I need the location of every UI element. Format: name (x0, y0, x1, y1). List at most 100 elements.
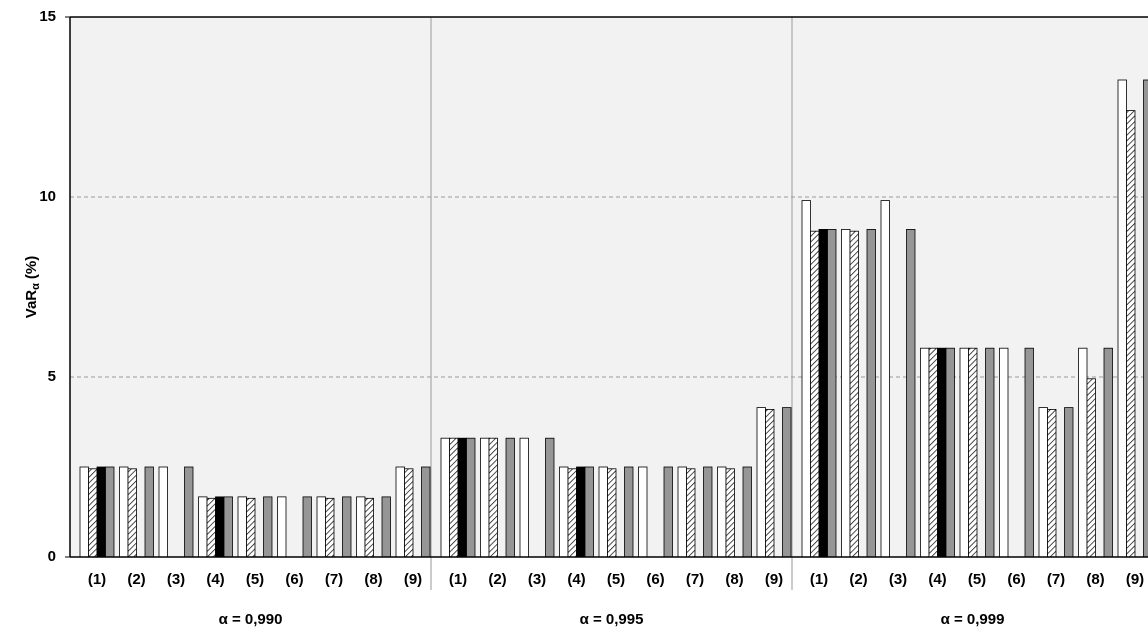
bar (481, 438, 490, 557)
bar (664, 467, 673, 557)
x-tick-label: (9) (404, 571, 422, 588)
bar (1079, 348, 1088, 557)
bar (687, 469, 696, 557)
bar (766, 409, 775, 557)
bar (783, 408, 792, 557)
y-label-main: VaR (23, 290, 40, 319)
bar (946, 348, 955, 557)
bar (1039, 408, 1048, 557)
x-tick-label: (9) (765, 571, 783, 588)
x-tick-label: (7) (325, 571, 343, 588)
bar (1087, 379, 1096, 557)
bar (106, 467, 115, 557)
bar (842, 229, 851, 557)
bar (326, 498, 335, 557)
bar (585, 467, 594, 557)
bar (238, 497, 247, 557)
x-tick-label: (6) (646, 571, 664, 588)
x-tick-label: (1) (810, 571, 828, 588)
bar (224, 497, 233, 557)
bar (207, 498, 216, 557)
bar (97, 467, 106, 557)
bar (757, 408, 766, 557)
bar (568, 469, 577, 557)
x-tick-label: (8) (1086, 571, 1104, 588)
x-tick-label: (2) (127, 571, 145, 588)
bar (1104, 348, 1113, 557)
x-tick-label: (9) (1126, 571, 1144, 588)
bar (639, 467, 648, 557)
bar (317, 497, 326, 557)
y-label-sub: α (30, 283, 42, 290)
bar (343, 497, 352, 557)
x-tick-label: (3) (528, 571, 546, 588)
group-label: α = 0,995 (580, 611, 644, 628)
group-label: α = 0,999 (941, 611, 1005, 628)
bar (264, 497, 273, 557)
bar (718, 467, 727, 557)
bar (185, 467, 194, 557)
bar (120, 467, 129, 557)
bar (365, 498, 374, 557)
x-tick-label: (6) (1007, 571, 1025, 588)
bar (1000, 348, 1009, 557)
bar (743, 467, 752, 557)
bar (828, 229, 837, 557)
bar (802, 201, 811, 557)
bar (1048, 409, 1057, 557)
bar (625, 467, 634, 557)
bar (811, 231, 820, 557)
bar (969, 348, 978, 557)
bar (405, 469, 414, 557)
bar (560, 467, 569, 557)
bar (1118, 80, 1127, 557)
y-axis-label: VaRα(%) (23, 256, 42, 318)
bar (159, 467, 168, 557)
bar (489, 438, 498, 557)
x-tick-label: (3) (889, 571, 907, 588)
bar (458, 438, 467, 557)
bar (128, 469, 137, 557)
bar (1065, 408, 1074, 557)
bar (396, 467, 405, 557)
x-tick-label: (4) (206, 571, 224, 588)
bar (357, 497, 366, 557)
x-tick-label: (6) (285, 571, 303, 588)
x-tick-label: (5) (968, 571, 986, 588)
bar (520, 438, 529, 557)
x-tick-label: (7) (686, 571, 704, 588)
bar (278, 497, 287, 557)
bar (247, 498, 256, 557)
bar (960, 348, 969, 557)
x-tick-label: (2) (488, 571, 506, 588)
bar (303, 497, 312, 557)
bar (577, 467, 586, 557)
bar (467, 438, 476, 557)
x-tick-label: (1) (88, 571, 106, 588)
bar (867, 229, 876, 557)
bar (450, 438, 459, 557)
bar (506, 438, 515, 557)
bar (1025, 348, 1034, 557)
bar (907, 229, 916, 557)
x-tick-label: (8) (364, 571, 382, 588)
bar (599, 467, 608, 557)
x-tick-label: (1) (449, 571, 467, 588)
bar (546, 438, 555, 557)
y-tick-label: 10 (39, 188, 56, 205)
bar (986, 348, 995, 557)
x-tick-label: (3) (167, 571, 185, 588)
bar (382, 497, 391, 557)
bar (921, 348, 930, 557)
y-tick-label: 5 (48, 368, 56, 385)
bar (145, 467, 154, 557)
group-label: α = 0,990 (219, 611, 283, 628)
bar (850, 231, 859, 557)
bar (1127, 111, 1136, 557)
bar (704, 467, 713, 557)
bar (441, 438, 450, 557)
bar (819, 229, 828, 557)
bar (881, 201, 890, 557)
